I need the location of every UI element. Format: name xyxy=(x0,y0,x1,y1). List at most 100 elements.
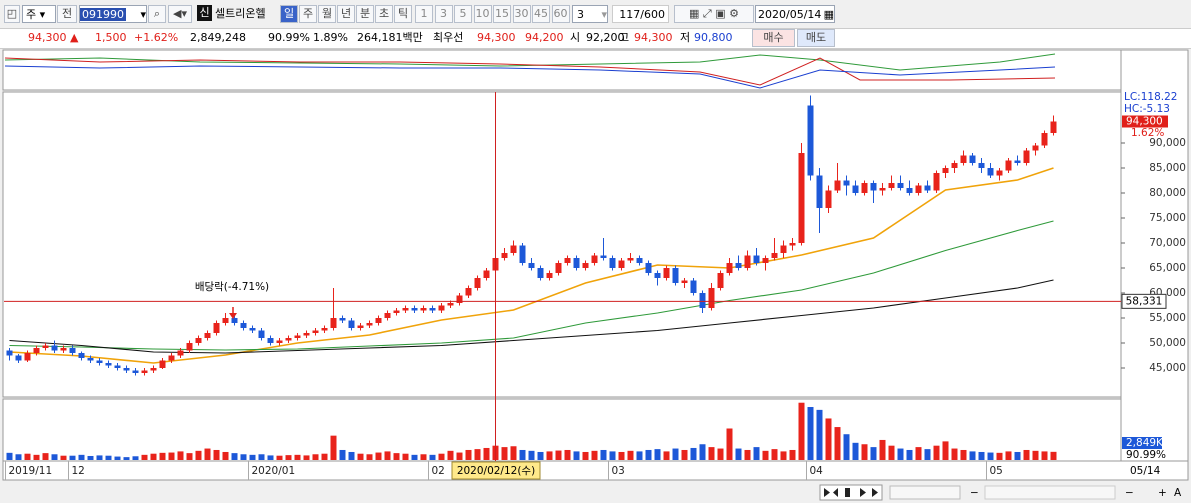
zoom-slider[interactable] xyxy=(889,485,961,500)
candle-body xyxy=(141,370,148,373)
candle-body xyxy=(627,258,634,261)
buy-button[interactable]: 매수 xyxy=(752,29,795,47)
period-button[interactable]: 초 xyxy=(375,5,393,23)
volume-bar xyxy=(600,449,607,460)
candle-body xyxy=(645,263,652,273)
candle-body xyxy=(438,305,445,311)
volume-last-box xyxy=(1122,437,1162,449)
sell: 매도 xyxy=(805,31,827,44)
candle-body xyxy=(465,288,472,296)
interval-button[interactable]: 45 xyxy=(532,5,550,23)
indicator-line xyxy=(4,53,1056,71)
period-button[interactable]: 일 xyxy=(280,5,298,23)
volume-bar xyxy=(681,449,688,460)
volume-bar xyxy=(132,456,139,460)
volume-bar xyxy=(852,442,859,460)
volume: 2,849,248 xyxy=(190,31,246,44)
date-input[interactable]: 2020/05/14 ▦ xyxy=(755,5,835,23)
volume-bar xyxy=(753,447,760,460)
volume-bar xyxy=(69,455,76,460)
candle-body xyxy=(375,318,382,323)
search-button[interactable]: ⌕ xyxy=(148,5,166,23)
candle-body xyxy=(222,318,229,323)
kind-button[interactable]: 전 xyxy=(57,5,77,23)
volume-bar xyxy=(663,451,670,460)
chart-tools[interactable]: ▦ ⤢ ▣ ⚙ xyxy=(674,5,754,23)
volume-bar xyxy=(420,454,427,460)
period-button[interactable]: 틱 xyxy=(394,5,412,23)
x-tick-label: 12 xyxy=(72,465,85,477)
candle-body xyxy=(969,155,976,163)
volume-bar xyxy=(474,449,481,460)
period-button[interactable]: 주 xyxy=(299,5,317,23)
scroll-controls[interactable]: − − + A xyxy=(819,484,1182,501)
interval-button[interactable]: 5 xyxy=(454,5,472,23)
code-input[interactable]: 091990 ▾ xyxy=(79,5,147,23)
count: 117/600 xyxy=(619,8,665,21)
candle-body xyxy=(870,183,877,191)
period-button[interactable]: 년 xyxy=(337,5,355,23)
sound-button[interactable]: ◀▾ xyxy=(168,5,192,23)
candle-body xyxy=(933,173,940,191)
bid: 94,200 xyxy=(525,31,564,44)
count-select[interactable]: 3 ▾ xyxy=(572,5,608,23)
volume-rate: 90.99% xyxy=(268,31,310,44)
interval-button[interactable]: 15 xyxy=(493,5,511,23)
volume-bar xyxy=(996,452,1003,460)
market-select[interactable]: 주 ▾ xyxy=(22,5,56,23)
volume-bar xyxy=(447,450,454,460)
candle-body xyxy=(699,293,706,308)
interval-button[interactable]: 1 xyxy=(415,5,433,23)
volume-bar xyxy=(879,439,886,460)
interval-button[interactable]: 30 xyxy=(512,5,531,23)
scroll-icons[interactable] xyxy=(824,488,878,497)
volume-bar xyxy=(249,454,256,460)
volume-bar xyxy=(267,455,274,460)
volume-bar xyxy=(807,407,814,460)
candle-body xyxy=(519,245,526,263)
volume-bar xyxy=(357,453,364,460)
candle-body xyxy=(474,278,481,288)
interval-button[interactable]: 10 xyxy=(473,5,492,23)
auto-button[interactable]: A xyxy=(1174,487,1182,499)
volume-bar xyxy=(177,451,184,460)
candle-body xyxy=(267,338,274,343)
candle-body xyxy=(231,318,238,323)
volume-bar xyxy=(348,451,355,460)
volume-bar xyxy=(402,453,409,460)
interval-button[interactable]: 3 xyxy=(434,5,453,23)
badge: 신 xyxy=(197,5,212,21)
volume-bar xyxy=(1014,451,1021,460)
y-tick-label: 70,000 xyxy=(1149,237,1186,249)
candle-body xyxy=(546,273,553,278)
volume-bar xyxy=(159,452,166,460)
minus-button[interactable]: − xyxy=(1125,487,1134,499)
volume-bar xyxy=(168,452,175,460)
volume-bar xyxy=(717,448,724,460)
period-button[interactable]: 월 xyxy=(318,5,336,23)
candles xyxy=(6,95,1057,376)
tool-icons[interactable] xyxy=(984,485,1116,500)
scroll-buttons[interactable] xyxy=(819,484,883,501)
volume-bar xyxy=(888,445,895,460)
candle-body xyxy=(1032,145,1039,151)
interval-button[interactable]: 60 xyxy=(551,5,570,23)
candle-body xyxy=(609,258,616,268)
candle-body xyxy=(339,318,346,321)
sell-button[interactable]: 매도 xyxy=(797,29,835,47)
zoom-minus[interactable]: − xyxy=(970,487,979,499)
volume-rate: 90.99% xyxy=(1126,449,1166,461)
volume-bar xyxy=(834,427,841,460)
volume-bar xyxy=(969,451,976,460)
x-tick-label: 02 xyxy=(432,465,445,477)
volume-bar xyxy=(141,454,148,460)
period-button[interactable]: 분 xyxy=(356,5,374,23)
candle-body xyxy=(150,368,157,371)
menu-icon[interactable]: ◰ xyxy=(4,5,20,23)
amount: 264,181백만 xyxy=(357,31,423,44)
plus-button[interactable]: + xyxy=(1158,487,1167,499)
volume-bar xyxy=(546,451,553,460)
volume-bar xyxy=(906,449,913,460)
volume-bar xyxy=(870,447,877,460)
